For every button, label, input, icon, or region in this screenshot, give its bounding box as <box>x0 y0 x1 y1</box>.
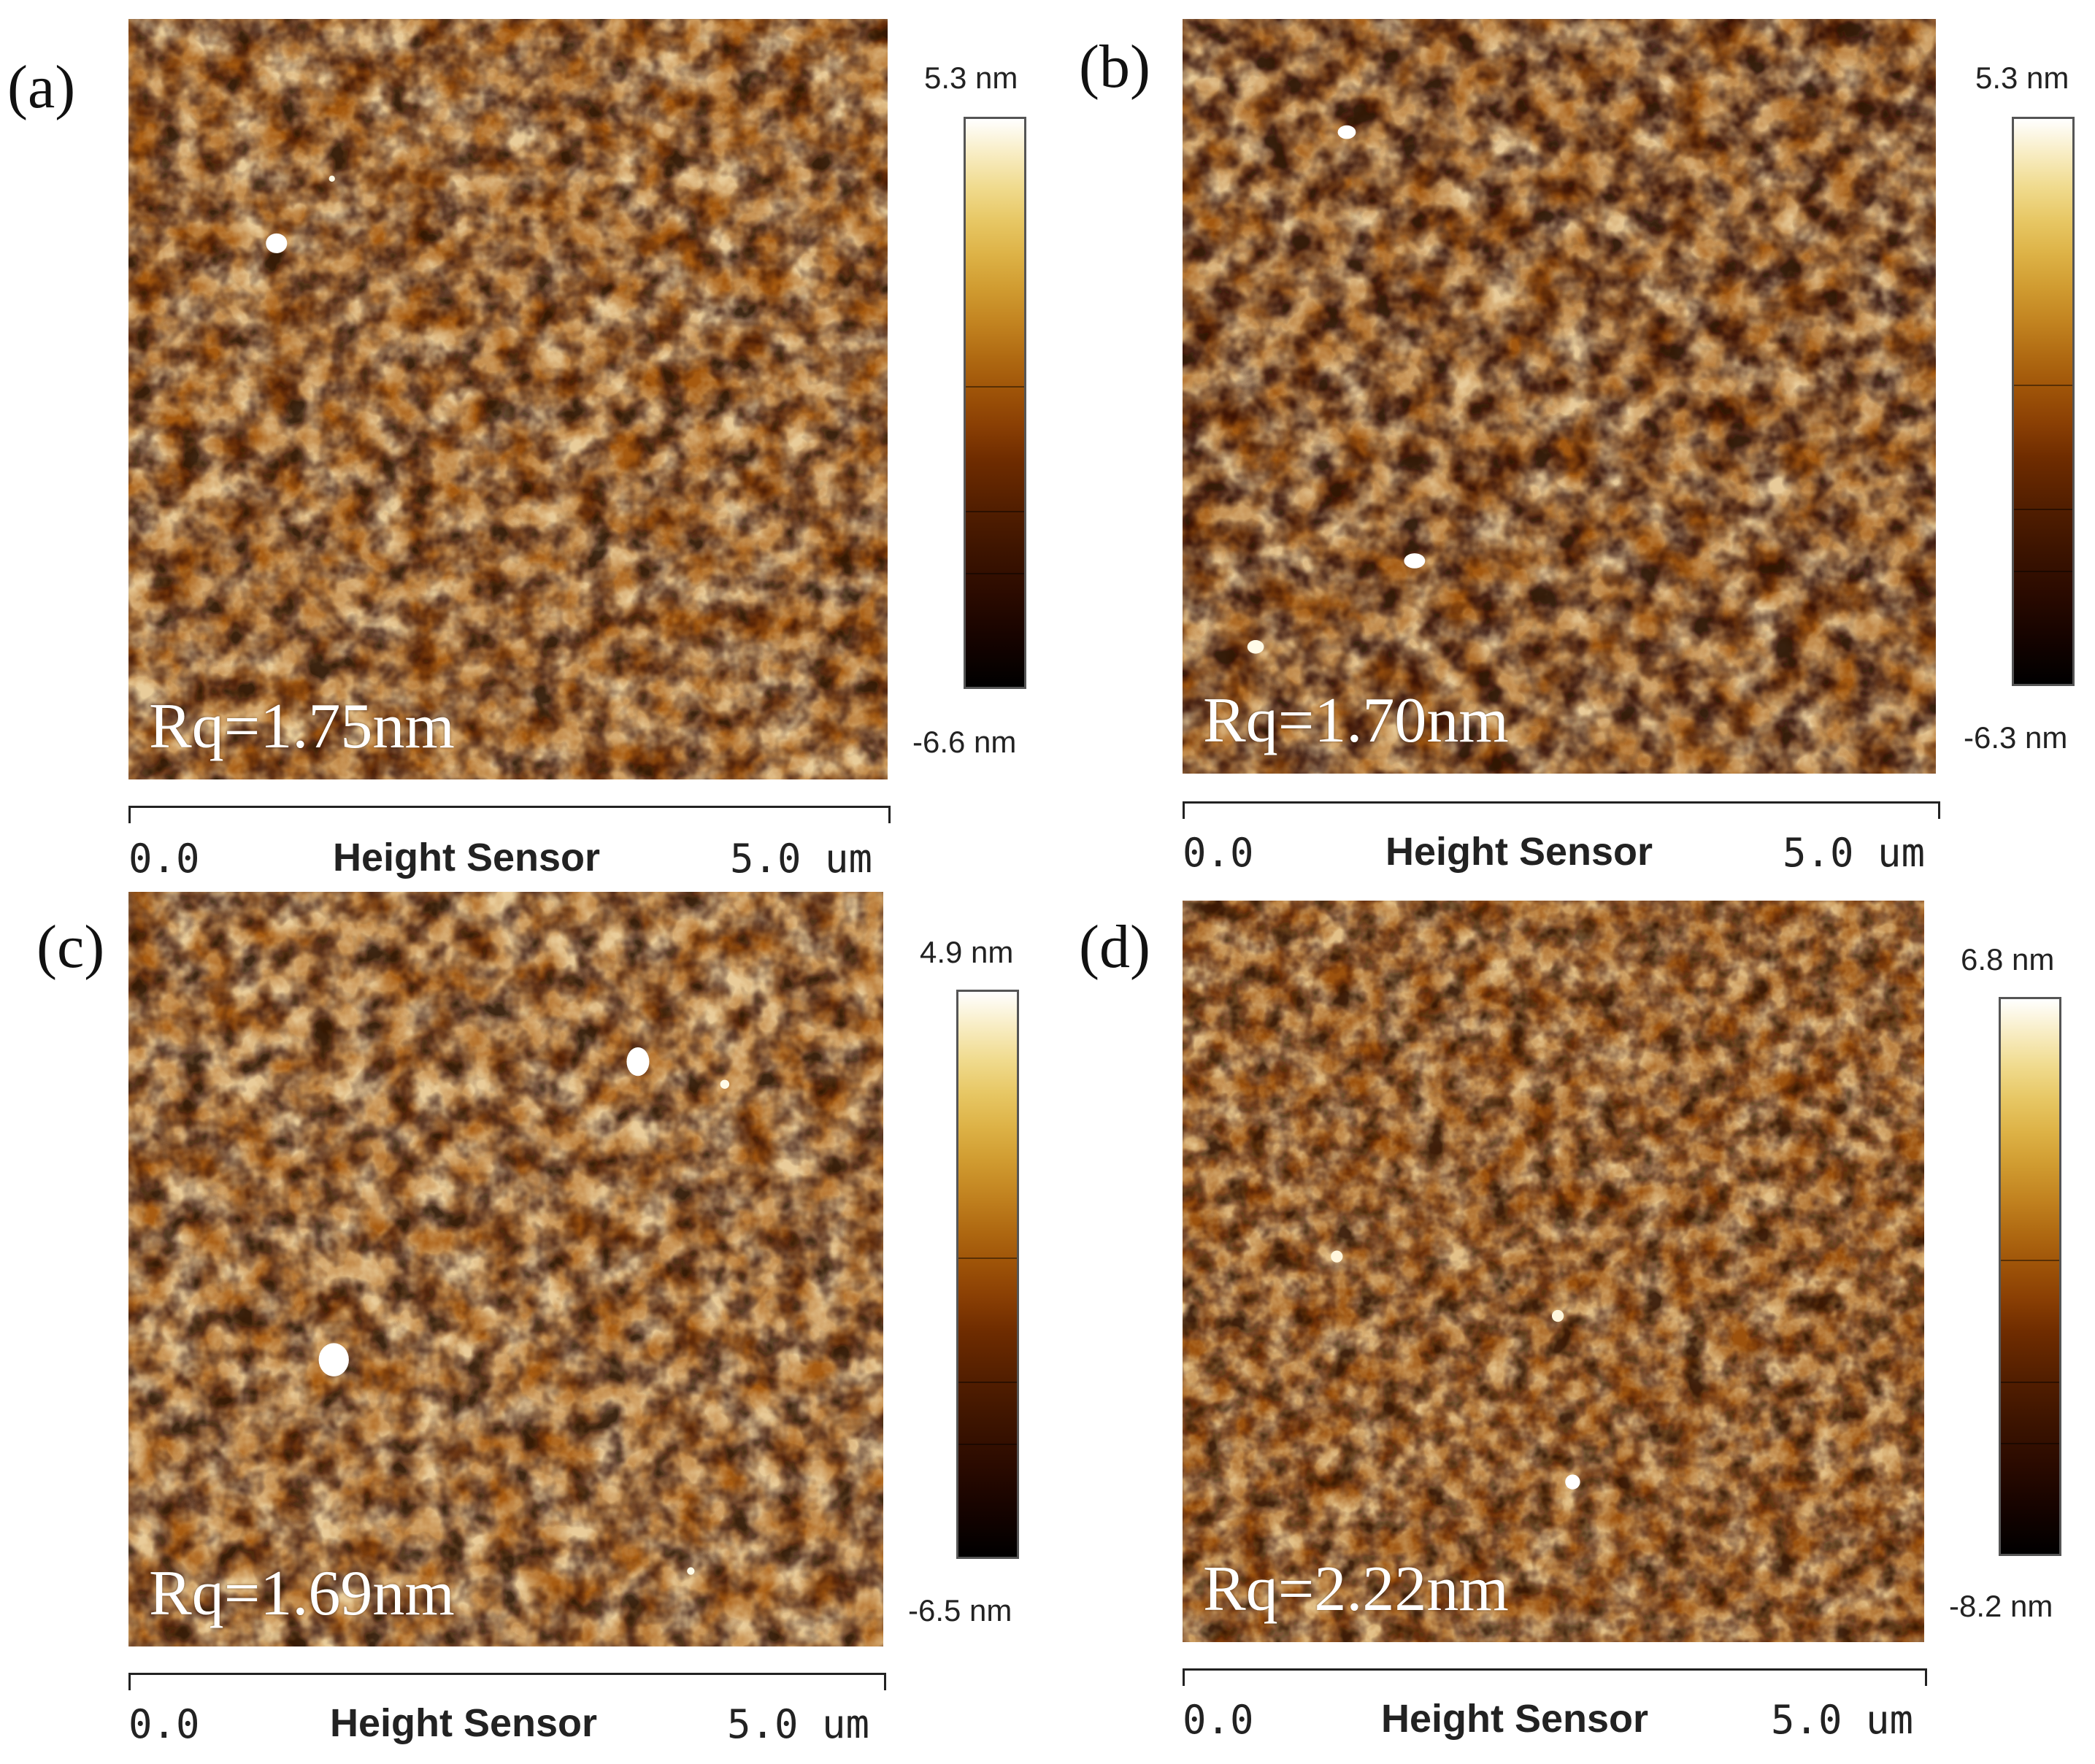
axis-end-label: 5.0 um <box>730 836 873 882</box>
colorbar-max-label: 5.3 nm <box>1975 61 2069 95</box>
scale-bar <box>1183 1668 1927 1686</box>
afm-height-image: Rq=1.70nm <box>1183 19 1936 774</box>
axis-end-label: 5.0 um <box>727 1701 870 1747</box>
scale-bar <box>128 1673 886 1690</box>
height-colorbar <box>964 117 1026 689</box>
axis-title: Height Sensor <box>333 836 601 879</box>
panel-label: (a) <box>7 53 76 121</box>
axis-start-label: 0.0 <box>128 1701 200 1747</box>
axis-start-label: 0.0 <box>1183 1697 1254 1743</box>
colorbar-max-label: 6.8 nm <box>1961 942 2055 977</box>
afm-height-image: Rq=1.75nm <box>128 19 888 779</box>
afm-height-image: Rq=1.69nm <box>128 892 883 1646</box>
panel-label: (c) <box>36 913 105 981</box>
colorbar-max-label: 4.9 nm <box>920 935 1014 969</box>
axis-start-label: 0.0 <box>128 836 200 882</box>
panel-label: (d) <box>1079 913 1150 981</box>
panel-label: (b) <box>1079 33 1150 101</box>
rq-roughness-label: Rq=1.70nm <box>1203 685 1509 756</box>
colorbar-max-label: 5.3 nm <box>924 61 1018 95</box>
height-colorbar <box>2012 117 2075 686</box>
axis-start-label: 0.0 <box>1183 830 1254 876</box>
colorbar-min-label: -6.6 nm <box>912 725 1017 759</box>
axis-end-label: 5.0 um <box>1771 1697 1914 1743</box>
scale-bar <box>1183 801 1940 819</box>
height-colorbar <box>1999 997 2061 1556</box>
rq-roughness-label: Rq=1.69nm <box>149 1558 455 1629</box>
rq-roughness-label: Rq=1.75nm <box>149 691 455 762</box>
axis-title: Height Sensor <box>330 1701 598 1745</box>
afm-height-image: Rq=2.22nm <box>1183 901 1924 1642</box>
colorbar-min-label: -6.5 nm <box>908 1593 1012 1628</box>
axis-title: Height Sensor <box>1385 830 1653 874</box>
colorbar-min-label: -8.2 nm <box>1949 1589 2053 1623</box>
scale-bar <box>128 806 891 823</box>
axis-title: Height Sensor <box>1381 1697 1649 1741</box>
axis-end-label: 5.0 um <box>1783 830 1926 876</box>
rq-roughness-label: Rq=2.22nm <box>1203 1554 1509 1625</box>
colorbar-min-label: -6.3 nm <box>1964 720 2068 755</box>
height-colorbar <box>956 990 1019 1559</box>
